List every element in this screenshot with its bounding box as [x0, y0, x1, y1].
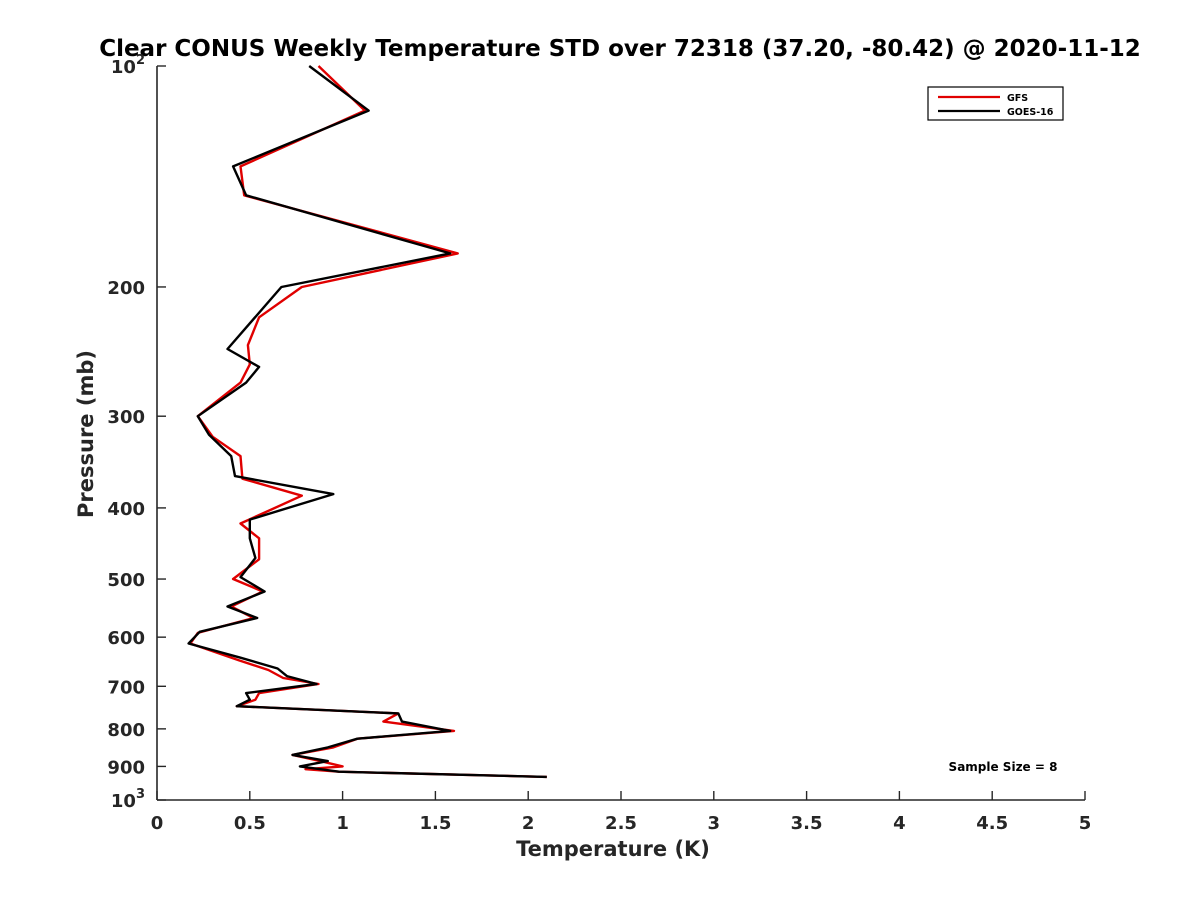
y-tick-label: 103 — [111, 787, 145, 812]
y-tick-label: 600 — [107, 628, 145, 649]
x-tick-label: 1 — [336, 813, 349, 834]
legend: GFS GOES-16 — [927, 86, 1064, 121]
y-ticks: 102 200 300 400 500 600 700 800 900 103 — [107, 53, 166, 812]
x-tick-label: 3.5 — [791, 813, 823, 834]
y-tick-label: 500 — [107, 570, 145, 591]
series-line-goes16 — [187, 65, 547, 779]
x-tick-label: 3 — [708, 813, 721, 834]
x-tick-label: 0 — [151, 813, 164, 834]
legend-label-goes16: GOES-16 — [1007, 107, 1054, 118]
chart-title: Clear CONUS Weekly Temperature STD over … — [99, 36, 1141, 62]
x-tick-label: 1.5 — [419, 813, 451, 834]
series-layer — [187, 65, 547, 779]
x-tick-label: 2.5 — [605, 813, 637, 834]
x-tick-label: 4 — [893, 813, 906, 834]
y-axis-label: Pressure (mb) — [74, 350, 98, 518]
x-tick-label: 4.5 — [976, 813, 1008, 834]
x-tick-label: 0.5 — [234, 813, 266, 834]
x-tick-label: 2 — [522, 813, 535, 834]
y-tick-label: 200 — [107, 278, 145, 299]
x-axis-label: Temperature (K) — [516, 837, 710, 861]
y-tick-label: 400 — [107, 499, 145, 520]
legend-box — [927, 86, 1064, 121]
x-ticks: 0 0.5 1 1.5 2 2.5 3 3.5 4 4.5 5 — [151, 791, 1092, 834]
y-tick-label: 300 — [107, 407, 145, 428]
series-line-gfs — [189, 65, 547, 779]
y-tick-label: 900 — [107, 757, 145, 778]
y-tick-label: 700 — [107, 677, 145, 698]
sample-size-annotation: Sample Size = 8 — [949, 760, 1058, 774]
y-tick-label: 102 — [111, 53, 145, 78]
legend-label-gfs: GFS — [1007, 93, 1028, 104]
x-tick-label: 5 — [1079, 813, 1092, 834]
y-tick-label: 800 — [107, 720, 145, 741]
